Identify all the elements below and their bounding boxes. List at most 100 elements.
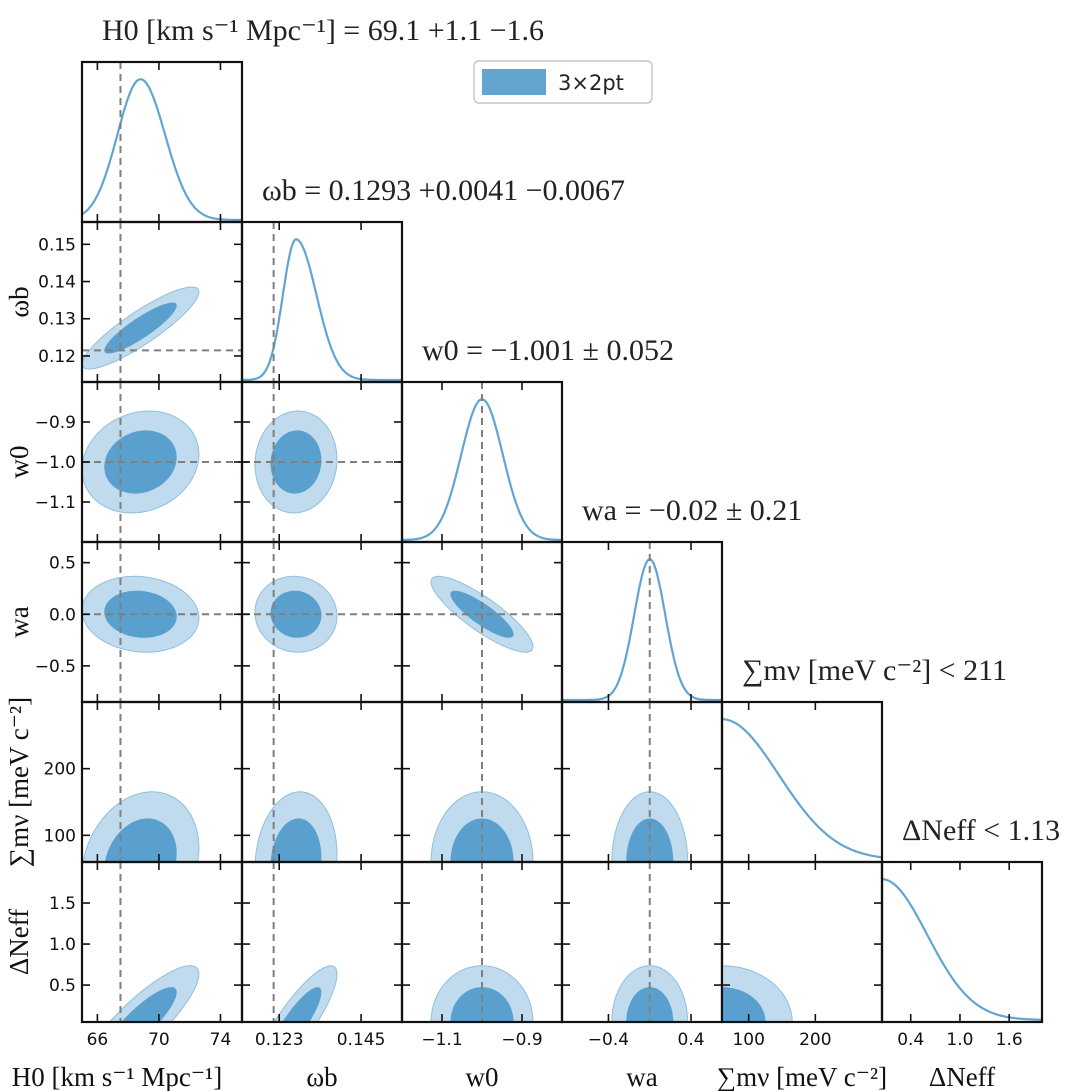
x-tick-label: 0.123 [255, 1030, 304, 1050]
contour-68 [105, 818, 177, 862]
legend-label: 3×2pt [558, 71, 624, 95]
contour-68 [104, 430, 177, 494]
x-axis-title-omega_b: ωb [306, 1062, 337, 1091]
contour-panel-H0-sum_mnu [80, 700, 244, 864]
x-tick-label: 100 [732, 1030, 764, 1050]
x-tick-label: 70 [148, 1030, 170, 1050]
contour-68 [121, 987, 177, 1022]
marginal-panel-delta_neff: ΔNeff < 1.13 [880, 814, 1060, 1024]
contour-area [82, 286, 200, 370]
contour-panel-w0-wa [400, 540, 564, 704]
contour-area [430, 965, 534, 1022]
x-axis-title-wa: wa [626, 1062, 657, 1091]
y-tick-label: 0.5 [49, 554, 76, 574]
contour-panel-w0-delta_neff [400, 860, 564, 1024]
marginal-curve-sum_mnu [722, 718, 883, 859]
x-axis-title-sum_mnu: ∑mν [meV c⁻²] [717, 1062, 887, 1091]
panel-frame-sum_mnu [720, 700, 884, 864]
contour-68 [104, 302, 177, 354]
contour-panel-H0-delta_neff [80, 860, 244, 1024]
marginal-panel-H0: H0 [km s⁻¹ Mpc⁻¹] = 69.1 +1.1 −1.6 [80, 14, 544, 224]
x-axis-title-w0: w0 [466, 1062, 499, 1091]
legend: 3×2pt [473, 60, 653, 104]
contour-area [109, 965, 200, 1022]
x-axis-title-H0: H0 [km s⁻¹ Mpc⁻¹] [12, 1062, 222, 1091]
x-tick-label: −1.1 [421, 1030, 462, 1050]
contour-area [273, 965, 338, 1022]
contour-68 [722, 987, 766, 1022]
marginal-panel-w0: w0 = −1.001 ± 0.052 [400, 334, 674, 544]
marginal-curve-wa [562, 558, 722, 702]
x-tick-label: 0.4 [897, 1030, 924, 1050]
y-tick-label: 0.12 [38, 347, 76, 367]
contour-panel-omega_b-wa [240, 540, 404, 704]
y-tick-label: 1.0 [49, 935, 76, 955]
contour-panel-omega_b-sum_mnu [240, 700, 404, 864]
marginal-curve-omega_b [242, 238, 402, 382]
contour-area [82, 410, 200, 514]
x-tick-label: −0.4 [588, 1030, 629, 1050]
y-tick-label: −0.5 [35, 657, 76, 677]
contour-area [254, 791, 338, 862]
marginal-panel-sum_mnu: ∑mν [meV c⁻²] < 211 [720, 654, 1007, 864]
x-tick-label: −0.9 [501, 1030, 542, 1050]
contour-area [82, 575, 200, 653]
contour-panel-H0-wa [80, 540, 244, 704]
marginal-title-sum_mnu: ∑mν [meV c⁻²] < 211 [742, 654, 1007, 687]
y-tick-label: −0.9 [35, 413, 76, 433]
contour-panel-wa-sum_mnu [560, 700, 724, 864]
marginal-curve-delta_neff [881, 878, 1042, 1021]
marginal-curve-H0 [81, 78, 242, 222]
x-tick-label: 66 [87, 1030, 109, 1050]
x-tick-label: 0.4 [678, 1030, 705, 1050]
marginal-title-wa: wa = −0.02 ± 0.21 [582, 494, 802, 527]
contour-panel-H0-omega_b [80, 220, 244, 384]
contour-68 [270, 818, 322, 862]
y-tick-label: 0.14 [38, 273, 76, 293]
y-tick-label: 100 [44, 826, 76, 846]
marginal-title-omega_b: ωb = 0.1293 +0.0041 −0.0067 [262, 174, 625, 207]
marginal-panel-omega_b: ωb = 0.1293 +0.0041 −0.0067 [240, 174, 625, 384]
x-tick-label: 74 [210, 1030, 232, 1050]
contour-area [611, 965, 689, 1022]
contour-68 [104, 590, 177, 638]
contour-panel-wa-delta_neff [560, 860, 724, 1024]
legend-swatch [482, 69, 546, 95]
y-axis-title-w0: w0 [4, 446, 34, 479]
y-axis-title-delta_neff: ΔNeff [4, 909, 34, 975]
contour-area [82, 791, 200, 862]
contour-panel-H0-w0 [80, 380, 244, 544]
y-tick-label: 0.15 [38, 235, 76, 255]
y-tick-label: 200 [44, 760, 76, 780]
contour-panel-w0-sum_mnu [400, 700, 564, 864]
contour-panel-omega_b-delta_neff [240, 860, 404, 1024]
contour-area [722, 965, 793, 1022]
y-axis-title-wa: wa [4, 606, 34, 637]
panel-frame [720, 860, 884, 1024]
y-tick-label: 0.13 [38, 310, 76, 330]
panel-frame-delta_neff [880, 860, 1044, 1024]
contour-panel-omega_b-w0 [240, 380, 404, 544]
marginal-title-H0: H0 [km s⁻¹ Mpc⁻¹] = 69.1 +1.1 −1.6 [102, 14, 544, 47]
y-tick-label: 1.5 [49, 894, 76, 914]
contour-68 [282, 987, 322, 1022]
y-tick-label: 0.5 [49, 976, 76, 996]
x-axis-title-delta_neff: ΔNeff [929, 1062, 995, 1091]
x-tick-label: 200 [799, 1030, 831, 1050]
y-tick-label: −1.1 [35, 493, 76, 513]
panel-frame-omega_b [240, 220, 404, 384]
y-axis-title-sum_mnu: ∑mν [meV c⁻²] [4, 697, 34, 867]
contour-68 [450, 987, 514, 1022]
x-tick-label: 1.0 [946, 1030, 973, 1050]
marginal-title-w0: w0 = −1.001 ± 0.052 [422, 334, 674, 367]
x-tick-label: 0.145 [337, 1030, 386, 1050]
x-tick-label: 1.6 [996, 1030, 1023, 1050]
y-tick-label: 0.0 [49, 605, 76, 625]
marginal-title-delta_neff: ΔNeff < 1.13 [902, 814, 1060, 847]
contour-68 [626, 987, 674, 1022]
panel-frame-H0 [80, 60, 244, 224]
panel-frame-wa [560, 540, 724, 704]
y-axis-title-omega_b: ωb [4, 286, 34, 317]
contour-panel-sum_mnu-delta_neff [720, 860, 884, 1024]
